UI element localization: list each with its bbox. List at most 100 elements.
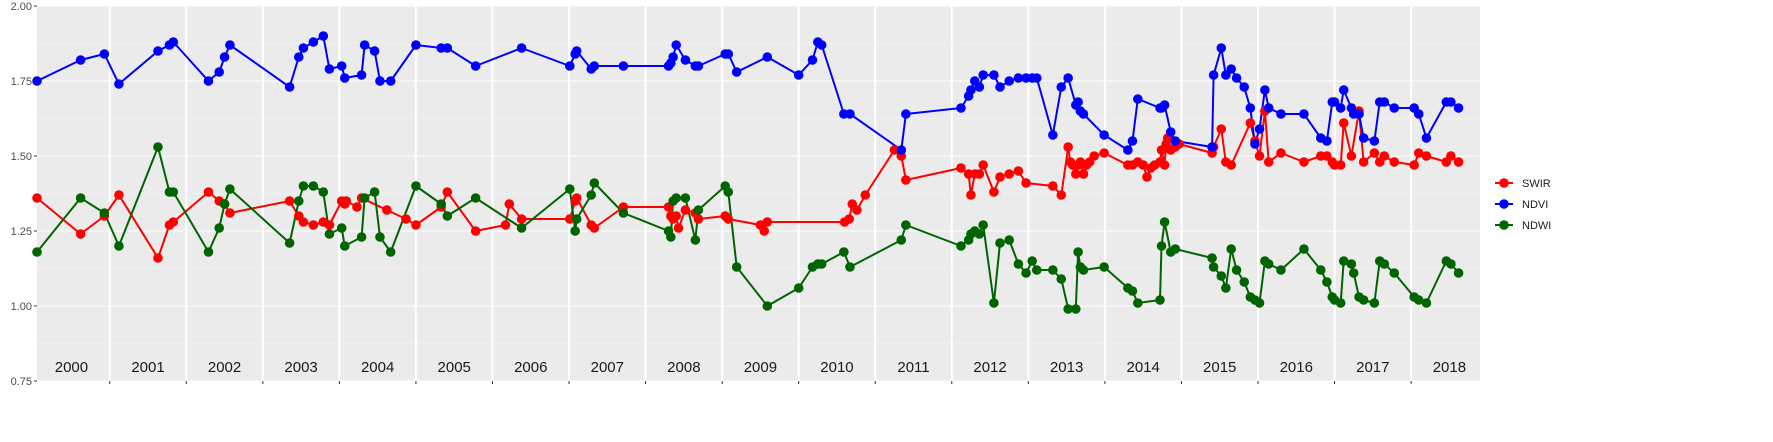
y-tick-label: 1.00 bbox=[11, 301, 32, 313]
data-point-ndvi bbox=[298, 43, 309, 53]
data-point-ndwi bbox=[153, 142, 163, 152]
y-tick-label: 2.00 bbox=[11, 1, 32, 13]
data-point-swir bbox=[571, 193, 582, 203]
data-point-swir bbox=[1409, 160, 1419, 170]
data-point-swir bbox=[956, 163, 966, 173]
data-point-swir bbox=[1335, 160, 1346, 170]
data-point-ndwi bbox=[956, 241, 966, 251]
data-point-ndwi bbox=[1421, 298, 1432, 308]
data-point-ndwi bbox=[516, 223, 527, 233]
data-point-swir bbox=[114, 190, 124, 200]
data-point-ndwi bbox=[1453, 268, 1464, 278]
data-point-ndwi bbox=[571, 214, 582, 224]
data-point-swir bbox=[1138, 160, 1148, 170]
data-point-swir bbox=[284, 196, 295, 206]
year-label: 2006 bbox=[514, 359, 547, 376]
data-point-ndwi bbox=[356, 232, 367, 242]
data-point-ndwi bbox=[1133, 298, 1143, 308]
data-point-ndvi bbox=[1056, 82, 1067, 92]
data-point-ndwi bbox=[762, 301, 773, 311]
data-point-swir bbox=[1063, 142, 1073, 152]
data-point-ndwi bbox=[1027, 256, 1037, 266]
data-point-swir bbox=[504, 199, 515, 209]
data-point-ndvi bbox=[1453, 103, 1464, 113]
data-point-swir bbox=[852, 205, 862, 215]
year-label: 2005 bbox=[438, 359, 471, 376]
data-point-ndvi bbox=[1207, 142, 1217, 152]
year-label: 2015 bbox=[1203, 359, 1236, 376]
data-point-ndwi bbox=[1276, 265, 1286, 275]
data-point-ndvi bbox=[1063, 73, 1073, 83]
data-point-swir bbox=[341, 196, 352, 206]
data-point-ndwi bbox=[1299, 244, 1309, 254]
data-point-ndvi bbox=[807, 55, 818, 65]
data-point-ndvi bbox=[324, 64, 335, 74]
data-point-ndwi bbox=[1063, 304, 1073, 314]
data-point-ndwi bbox=[219, 199, 230, 209]
data-point-swir bbox=[565, 214, 575, 224]
data-point-ndvi bbox=[693, 61, 704, 71]
data-point-swir bbox=[673, 223, 684, 233]
year-label: 2011 bbox=[897, 359, 929, 376]
year-labels: 2000 2001 2002 2003 2004 2005 2006 2007 2008 2009… bbox=[55, 359, 1466, 376]
data-point-ndvi bbox=[1379, 97, 1390, 107]
data-point-ndwi bbox=[671, 193, 682, 203]
data-point-swir bbox=[1013, 166, 1024, 176]
data-point-ndvi bbox=[762, 52, 773, 62]
data-point-ndwi bbox=[816, 259, 827, 269]
data-point-ndvi bbox=[1099, 130, 1109, 140]
data-point-ndvi bbox=[1170, 136, 1181, 146]
data-point-ndwi bbox=[1155, 295, 1165, 305]
series-points bbox=[32, 31, 1464, 314]
data-point-ndvi bbox=[793, 70, 804, 80]
data-point-ndwi bbox=[1338, 256, 1349, 266]
data-point-ndwi bbox=[1071, 304, 1081, 314]
data-point-ndwi bbox=[1369, 298, 1380, 308]
data-point-ndwi bbox=[995, 238, 1005, 248]
data-point-swir bbox=[225, 208, 235, 218]
data-point-ndwi bbox=[1048, 265, 1058, 275]
data-point-ndvi bbox=[1048, 130, 1058, 140]
data-point-ndwi bbox=[1379, 259, 1390, 269]
data-point-ndvi bbox=[1165, 127, 1176, 137]
data-point-ndvi bbox=[375, 76, 385, 86]
data-point-swir bbox=[308, 220, 319, 230]
data-point-ndvi bbox=[516, 43, 527, 53]
data-point-swir bbox=[860, 190, 871, 200]
data-point-ndvi bbox=[1127, 136, 1138, 146]
data-point-ndvi bbox=[1013, 73, 1024, 83]
y-tick-label: 1.50 bbox=[11, 151, 32, 163]
data-point-swir bbox=[1056, 190, 1067, 200]
grid-minor bbox=[37, 43, 1480, 344]
data-point-ndwi bbox=[1348, 268, 1359, 278]
data-point-swir bbox=[1216, 124, 1227, 134]
data-point-ndwi bbox=[989, 298, 999, 308]
data-point-ndvi bbox=[1421, 133, 1432, 143]
legend: SWIR NDVI NDWI bbox=[1495, 178, 1551, 232]
data-point-ndvi bbox=[385, 76, 396, 86]
data-point-ndvi bbox=[1245, 103, 1256, 113]
data-point-ndwi bbox=[586, 190, 597, 200]
data-point-ndvi bbox=[966, 85, 976, 95]
data-point-ndvi bbox=[731, 67, 742, 77]
data-point-swir bbox=[1379, 151, 1390, 161]
data-point-ndvi bbox=[565, 61, 575, 71]
data-point-swir bbox=[1254, 151, 1265, 161]
data-point-swir bbox=[1089, 151, 1099, 161]
data-point-ndvi bbox=[336, 61, 347, 71]
year-label: 2007 bbox=[591, 359, 624, 376]
data-point-ndvi bbox=[1413, 109, 1424, 119]
data-point-ndwi bbox=[214, 223, 224, 233]
data-point-ndwi bbox=[1358, 295, 1369, 305]
y-tick-label: 0.75 bbox=[11, 376, 32, 388]
data-point-swir bbox=[401, 214, 411, 224]
data-point-ndvi bbox=[1263, 103, 1274, 113]
year-label: 2018 bbox=[1433, 359, 1466, 376]
data-point-ndvi bbox=[896, 145, 907, 155]
data-point-ndwi bbox=[723, 187, 734, 197]
legend-label-ndvi: NDVI bbox=[1522, 199, 1548, 211]
y-tick-label: 1.25 bbox=[11, 226, 32, 238]
data-point-ndvi bbox=[359, 40, 370, 50]
data-point-swir bbox=[352, 202, 362, 212]
data-point-ndvi bbox=[1231, 73, 1242, 83]
